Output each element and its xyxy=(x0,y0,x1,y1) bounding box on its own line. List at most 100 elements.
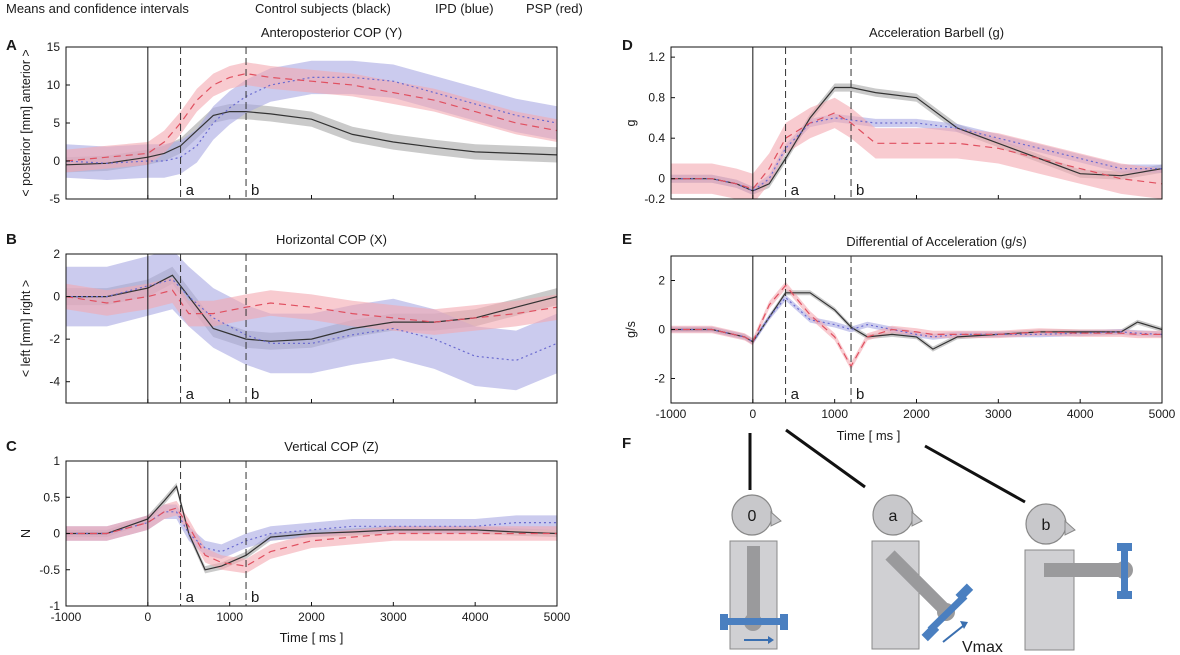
ytick-label-E: 0 xyxy=(658,323,665,337)
band-E-control xyxy=(671,290,1162,352)
header-ipd: IPD (blue) xyxy=(435,1,494,16)
nose-a xyxy=(911,510,923,527)
ytick-label-D: 0 xyxy=(658,172,665,186)
ytick-label-A: 10 xyxy=(47,78,61,92)
chart-title-D: Acceleration Barbell (g) xyxy=(869,25,1004,40)
panel-D: D Acceleration Barbell (g) g a b -0.2 0 0.4 0.8 1… xyxy=(622,25,1163,206)
panel-label-F: F xyxy=(622,435,631,452)
xtick-label-C: -1000 xyxy=(51,610,82,624)
ytick-label-A: 0 xyxy=(53,154,60,168)
xtick-label-C: 1000 xyxy=(216,610,243,624)
arm-a xyxy=(885,550,950,615)
ytick-label-C: -1 xyxy=(49,599,60,613)
ytick-label-A: 5 xyxy=(53,116,60,130)
connector-b xyxy=(924,444,1026,504)
x-axis-label-E: Time [ ms ] xyxy=(837,428,901,443)
ytick-label-E: -2 xyxy=(654,372,665,386)
y-axis-label-B: < left [mm] right > xyxy=(19,280,33,377)
xtick-label-C: 5000 xyxy=(544,610,571,624)
panel-B: B Horizontal COP (X) < left [mm] right > a b… xyxy=(6,231,558,404)
series-B-psp xyxy=(66,289,557,323)
connector-a xyxy=(785,428,866,489)
figure-b: b xyxy=(1024,503,1133,651)
marker-label-E-b: b xyxy=(856,386,864,403)
marker-label-C-a: a xyxy=(186,589,195,606)
y-axis-label-E: g/s xyxy=(624,321,638,338)
nose-0 xyxy=(770,510,782,527)
figure-b-label: b xyxy=(1042,517,1051,534)
x-axis-label-C: Time [ ms ] xyxy=(280,630,344,645)
plot-area-D xyxy=(671,83,1162,199)
vmax-label: Vmax xyxy=(962,639,1003,655)
barbell-bar-a xyxy=(927,593,968,633)
ytick-label-D: 1.2 xyxy=(648,50,665,64)
xtick-label-E: -1000 xyxy=(656,407,687,421)
series-C-psp xyxy=(66,507,557,567)
panel-label-E: E xyxy=(622,231,632,248)
ytick-label-C: 0.5 xyxy=(43,490,60,504)
chart-title-E: Differential of Acceleration (g/s) xyxy=(846,234,1026,249)
marker-label-D-a: a xyxy=(791,182,800,199)
marker-label-C-b: b xyxy=(251,589,259,606)
plot-area-C xyxy=(66,482,557,574)
y-axis-label-D: g xyxy=(624,119,638,126)
ytick-label-D: -0.2 xyxy=(644,192,665,206)
marker-label-D-b: b xyxy=(856,182,864,199)
ytick-label-D: 0.4 xyxy=(648,131,665,145)
figure-a-label: a xyxy=(889,508,898,525)
band-D-psp xyxy=(671,97,1162,199)
ytick-label-A: -5 xyxy=(49,192,60,206)
panel-label-C: C xyxy=(6,438,17,455)
band-C-psp xyxy=(66,500,557,574)
ytick-label-C: -0.5 xyxy=(39,563,60,577)
band-C-ipd xyxy=(66,504,557,559)
marker-label-E-a: a xyxy=(791,386,800,403)
ytick-label-C: 0 xyxy=(53,527,60,541)
header-control: Control subjects (black) xyxy=(255,1,391,16)
series-B-ipd xyxy=(66,278,557,362)
series-A-control xyxy=(66,110,557,166)
chart-title-A: Anteroposterior COP (Y) xyxy=(261,25,402,40)
xtick-label-E: 1000 xyxy=(821,407,848,421)
marker-label-B-b: b xyxy=(251,386,259,403)
figure-a: a Vmax xyxy=(871,494,1003,655)
barbell-bar-0 xyxy=(726,618,782,625)
chart-panels: A Anteroposterior COP (Y) < posterior [mm]… xyxy=(6,25,1176,645)
band-E-psp xyxy=(671,281,1162,370)
plot-area-B xyxy=(66,254,557,391)
arrow-a xyxy=(942,625,964,643)
nose-b xyxy=(1064,519,1076,536)
chart-title-C: Vertical COP (Z) xyxy=(284,439,378,454)
panel-label-B: B xyxy=(6,231,17,248)
chart-title-B: Horizontal COP (X) xyxy=(276,232,387,247)
ytick-label-C: 1 xyxy=(53,454,60,468)
panel-C: C Vertical COP (Z) Na b -1 -0.5 0 0.5 1 -1000 0 100… xyxy=(6,438,571,645)
header-means: Means and confidence intervals xyxy=(6,1,189,16)
band-B-ipd xyxy=(66,254,557,391)
y-axis-label-A: < posterior [mm] anterior > xyxy=(19,49,33,196)
ytick-label-B: 2 xyxy=(53,247,60,261)
xtick-label-C: 4000 xyxy=(462,610,489,624)
xtick-label-E: 0 xyxy=(749,407,756,421)
marker-label-A-a: a xyxy=(186,182,195,199)
arm-b xyxy=(1044,563,1122,577)
panel-label-A: A xyxy=(6,37,17,54)
panel-A: A Anteroposterior COP (Y) < posterior [mm]… xyxy=(6,25,558,206)
plot-area-E xyxy=(671,281,1162,370)
series-D-control xyxy=(671,86,1162,192)
xtick-label-E: 3000 xyxy=(985,407,1012,421)
ytick-label-B: -2 xyxy=(49,332,60,346)
connector-lines xyxy=(748,428,1026,504)
ytick-label-A: 15 xyxy=(47,40,61,54)
plot-area-A xyxy=(66,60,557,181)
xtick-label-E: 5000 xyxy=(1149,407,1176,421)
barbell-bar-b xyxy=(1121,548,1128,594)
xtick-label-E: 2000 xyxy=(903,407,930,421)
plate-0a xyxy=(720,614,728,630)
ytick-label-D: 0.8 xyxy=(648,91,665,105)
marker-label-B-a: a xyxy=(186,386,195,403)
arm-0 xyxy=(747,546,760,626)
series-E-control xyxy=(671,292,1162,350)
series-D-psp xyxy=(671,112,1162,190)
